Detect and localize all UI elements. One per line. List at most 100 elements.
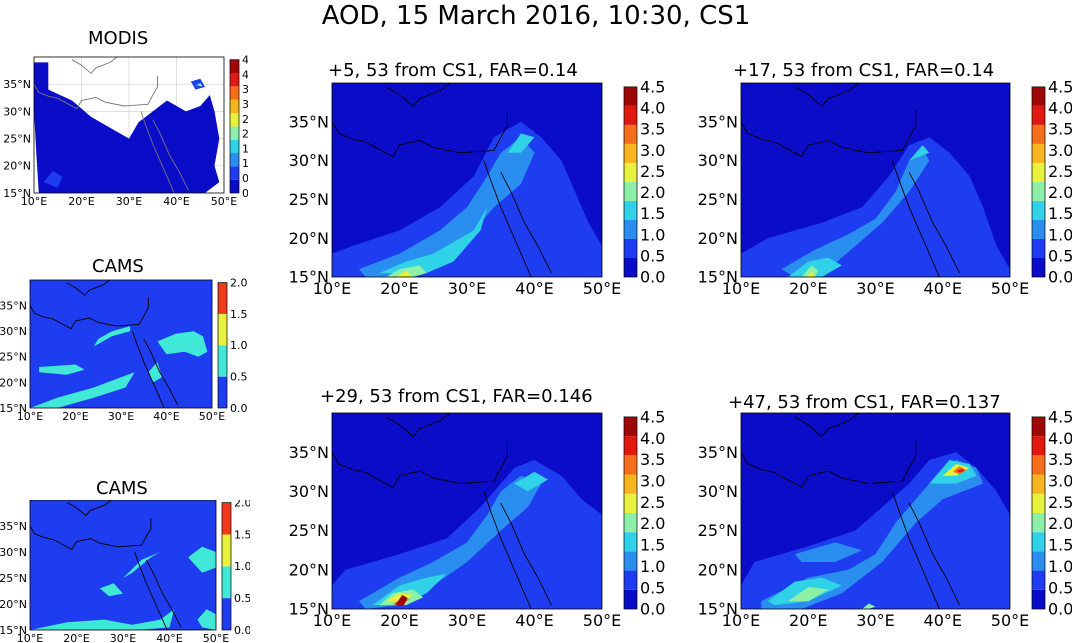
aod-contour (359, 475, 542, 609)
colorbar-segment (624, 532, 637, 552)
colorbar-segment (624, 570, 637, 590)
lat-tick-label: 15°N (698, 268, 738, 287)
colorbar-segment (230, 99, 239, 114)
colorbar-tick-label: 3.0 (1048, 472, 1072, 491)
lat-tick-label: 35°N (698, 443, 738, 462)
colorbar-tick-label: 0.5 (242, 172, 248, 185)
lat-tick-label: 35°N (0, 520, 27, 533)
colorbar-tick-label: 1.0 (234, 560, 250, 573)
panel-title-fc-29: +29, 53 from CS1, FAR=0.146 (320, 386, 593, 407)
aod-contour (801, 265, 819, 277)
aod-contour (741, 137, 1010, 277)
colorbar-segment (624, 416, 637, 437)
coastline (332, 110, 508, 158)
panel-title-fc-5: +5, 53 from CS1, FAR=0.14 (328, 60, 578, 81)
colorbar-segment (218, 313, 227, 346)
coastline (500, 171, 552, 274)
lon-tick-label: 20°E (380, 279, 418, 298)
coastline (908, 171, 961, 274)
coastline (134, 551, 168, 630)
colorbar-tick-label: 3.0 (1048, 141, 1072, 160)
colorbar-segment (230, 113, 239, 127)
colorbar-segment (222, 598, 231, 630)
colorbar-tick-label: 0.5 (640, 578, 665, 597)
colorbar-segment (1032, 181, 1045, 201)
colorbar-tick-label: 3.5 (640, 120, 665, 139)
colorbar-tick-label: 2.5 (242, 113, 248, 126)
coastline (385, 83, 451, 107)
colorbar-segment (1032, 436, 1045, 456)
lon-tick-label: 10°E (17, 632, 43, 643)
lon-tick-label: 40°E (163, 195, 189, 208)
colorbar-frame (229, 59, 240, 194)
map-frame (740, 82, 1011, 278)
lon-tick-label: 50°E (991, 279, 1029, 298)
map-panel-cams-1: 15°N 20°N 25°N 30°N 35°N 10°E 20°E 30°E 40°E 50°E… (0, 278, 248, 423)
colorbar-segment (230, 59, 239, 74)
colorbar-segment (222, 534, 231, 567)
colorbar-segment (1032, 162, 1045, 182)
lat-tick-label: 25°N (289, 190, 329, 209)
aod-contour (761, 460, 984, 609)
aod-contour (514, 471, 548, 492)
lat-tick-label: 20°N (698, 229, 738, 248)
colorbar-tick-label: 4.0 (1048, 99, 1072, 118)
colorbar-tick-label: 1.5 (234, 528, 250, 541)
lat-tick-label: 35°N (289, 443, 329, 462)
coastline (385, 413, 451, 438)
colorbar-segment (1032, 143, 1045, 163)
lat-tick-label: 25°N (698, 190, 738, 209)
lon-tick-label: 50°E (211, 195, 237, 208)
lon-tick-label: 40°E (515, 611, 553, 630)
colorbar-tick-label: 2.0 (640, 514, 665, 533)
colorbar-tick-label: 3.5 (1048, 450, 1072, 469)
colorbar-tick-label: 4.5 (1048, 80, 1072, 96)
map-panel-fc-47: 15°N 20°N 25°N 30°N 35°N 10°E 20°E 30°E 40°E 50°E… (698, 410, 1072, 630)
colorbar-tick-label: 2.0 (640, 183, 665, 202)
aod-contour (507, 133, 535, 153)
aod-contour (332, 121, 602, 277)
colorbar-segment (1032, 238, 1045, 258)
lon-tick-label: 10°E (722, 611, 760, 630)
colorbar-tick-label: 4.5 (640, 80, 665, 96)
aod-contour (386, 593, 413, 603)
aod-contour (148, 361, 162, 383)
aod-contour (198, 84, 202, 87)
coastline (741, 440, 917, 489)
coastline (741, 110, 917, 158)
colorbar-segment (624, 493, 637, 513)
colorbar-segment (1032, 551, 1045, 571)
lon-tick-label: 20°E (380, 611, 418, 630)
colorbar-segment (624, 512, 637, 533)
colorbar-segment (624, 257, 637, 277)
colorbar-tick-label: 1.0 (230, 339, 248, 352)
colorbar-tick-label: 4.0 (640, 99, 665, 118)
lat-tick-label: 20°N (3, 160, 31, 173)
colorbar-tick-label: 2.0 (242, 128, 248, 141)
map-frame (331, 412, 603, 610)
lat-tick-label: 30°N (698, 482, 738, 501)
lon-tick-label: 20°E (68, 195, 94, 208)
colorbar-segment (624, 124, 637, 144)
colorbar-segment (624, 455, 637, 475)
aod-contour (788, 257, 842, 277)
panel-title-modis: MODIS (88, 28, 149, 49)
lon-tick-label: 40°E (156, 632, 182, 643)
lon-tick-label: 30°E (856, 611, 894, 630)
lat-tick-label: 30°N (0, 546, 27, 559)
lat-tick-label: 35°N (3, 78, 31, 91)
colorbar-segment (1032, 105, 1045, 125)
aod-contour (188, 546, 216, 573)
colorbar-segment (230, 179, 239, 193)
colorbar-tick-label: 4.5 (242, 54, 248, 67)
map-panel-fc-17: 15°N 20°N 25°N 30°N 35°N 10°E 20°E 30°E 40°E 50°E… (698, 80, 1072, 298)
coastline (30, 518, 152, 550)
lat-tick-label: 15°N (3, 187, 31, 200)
lon-tick-label: 50°E (583, 611, 621, 630)
lon-tick-label: 10°E (21, 195, 47, 208)
colorbar-tick-label: 0.5 (640, 246, 665, 265)
colorbar-segment (1032, 570, 1045, 590)
lon-tick-label: 10°E (722, 279, 760, 298)
colorbar-segment (1032, 416, 1045, 437)
colorbar-segment (1032, 257, 1045, 277)
